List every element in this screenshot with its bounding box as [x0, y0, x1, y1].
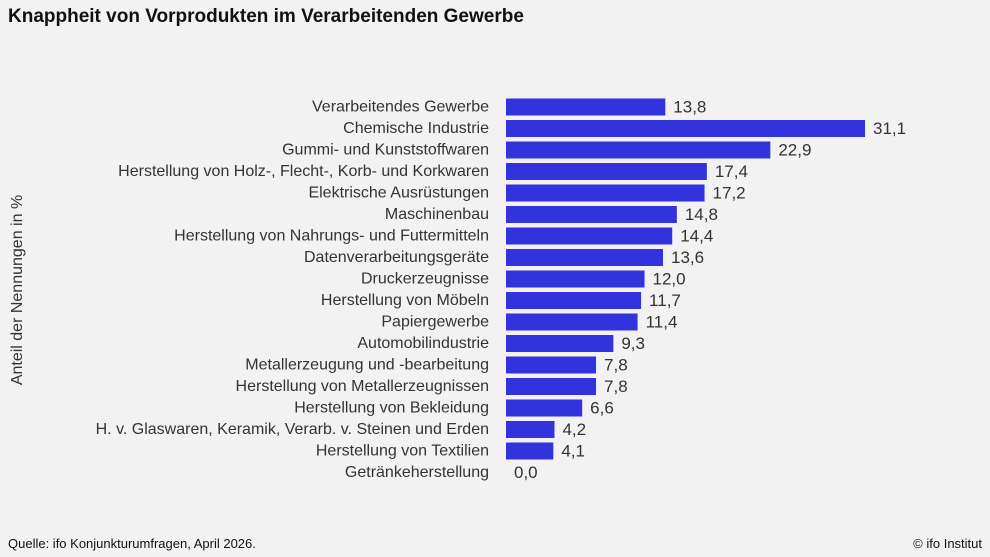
value-label: 17,4: [715, 162, 748, 181]
chart-title: Knappheit von Vorprodukten im Verarbeite…: [8, 6, 524, 27]
bar: [506, 206, 677, 223]
value-label: 31,1: [873, 119, 906, 138]
value-label: 14,4: [680, 227, 713, 246]
category-label: Herstellung von Möbeln: [321, 292, 489, 309]
value-label: 9,3: [621, 334, 645, 353]
bar: [506, 270, 645, 288]
value-label: 6,6: [590, 399, 614, 418]
value-label: 11,7: [649, 291, 681, 310]
bar: [506, 313, 638, 331]
bar: [506, 120, 865, 137]
value-label: 13,6: [671, 248, 704, 267]
category-label: Datenverarbeitungsgeräte: [304, 249, 489, 266]
category-label: Herstellung von Holz-, Flecht-, Korb- un…: [118, 163, 489, 180]
value-label: 17,2: [713, 184, 746, 203]
bar: [506, 356, 597, 374]
category-label: Elektrische Ausrüstungen: [308, 185, 489, 202]
value-label: 4,1: [561, 442, 585, 461]
category-label: Getränkeherstellung: [345, 464, 489, 481]
value-label: 7,8: [604, 377, 628, 396]
category-label: Gummi- und Kunststoffwaren: [282, 142, 489, 159]
value-label: 12,0: [653, 270, 686, 289]
value-label: 0,0: [514, 463, 538, 482]
value-label: 7,8: [604, 356, 628, 375]
value-label: 11,4: [646, 313, 678, 332]
value-label: 4,2: [562, 420, 586, 439]
bar: [506, 249, 663, 266]
category-label: Herstellung von Nahrungs- und Futtermitt…: [174, 228, 489, 245]
category-label: Herstellung von Textilien: [316, 443, 489, 460]
category-label: Druckerzeugnisse: [361, 271, 489, 288]
bar: [506, 292, 642, 309]
value-label: 22,9: [778, 141, 811, 160]
category-label: Verarbeitendes Gewerbe: [312, 99, 489, 116]
bar: [506, 442, 554, 460]
value-label: 14,8: [685, 205, 718, 224]
category-label: Herstellung von Metallerzeugnissen: [236, 378, 489, 395]
bar: [506, 184, 705, 202]
copyright-note: © ifo Institut: [913, 536, 982, 551]
bar: [506, 227, 673, 245]
category-label: Chemische Industrie: [343, 120, 489, 137]
bar: [506, 378, 597, 395]
bar: [506, 421, 555, 438]
category-label: Automobilindustrie: [357, 335, 489, 352]
bar: [506, 98, 666, 116]
bar: [506, 335, 614, 352]
category-label: Papiergewerbe: [381, 314, 489, 331]
source-note: Quelle: ifo Konjunkturumfragen, April 20…: [8, 536, 256, 551]
bar: [506, 163, 707, 180]
category-label: H. v. Glaswaren, Keramik, Verarb. v. Ste…: [96, 421, 489, 438]
bar: [506, 399, 583, 417]
bar: [506, 141, 771, 159]
category-label: Maschinenbau: [385, 206, 489, 223]
category-label: Metallerzeugung und -bearbeitung: [245, 357, 489, 374]
category-label: Herstellung von Bekleidung: [294, 400, 489, 417]
value-label: 13,8: [673, 98, 706, 117]
